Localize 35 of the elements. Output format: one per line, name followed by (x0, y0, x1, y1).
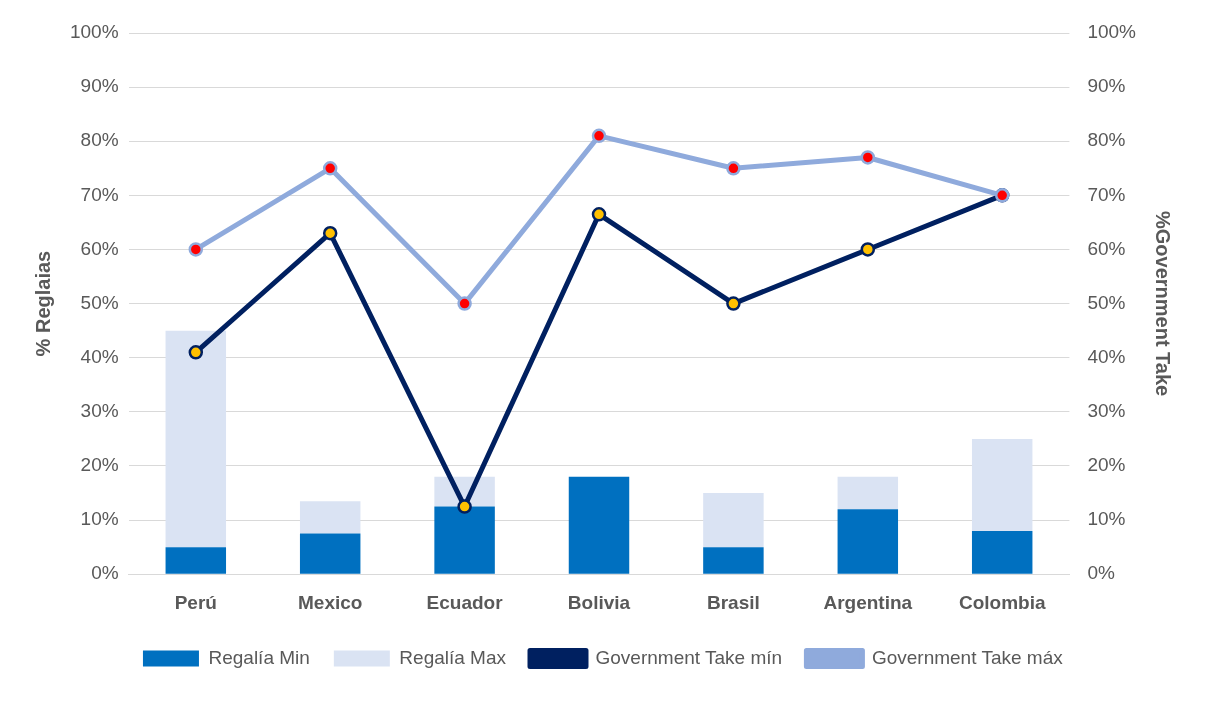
y-tick-label: 20% (80, 454, 119, 476)
legend-label: Regalía Max (399, 646, 507, 668)
y2-tick-label: 90% (1087, 75, 1126, 97)
y-tick-label: 50% (80, 291, 119, 313)
y2-tick-label: 60% (1087, 237, 1126, 259)
y2-tick-label: 10% (1087, 508, 1126, 530)
y-tick-label: 90% (80, 75, 119, 97)
x-tick-label: Brasil (707, 591, 760, 613)
x-tick-label: Colombia (958, 591, 1046, 613)
y-tick-label: 0% (91, 562, 119, 584)
y2-tick-label: 80% (1087, 129, 1126, 151)
y2-tick-label: 40% (1087, 345, 1126, 367)
y-axis-title: % Reglaias (31, 250, 54, 357)
legend-label: Government Take máx (871, 646, 1064, 668)
x-tick-label: Bolivia (567, 591, 631, 613)
y2-tick-label: 20% (1087, 454, 1126, 476)
y2-tick-label: 50% (1087, 291, 1126, 313)
y-tick-label: 30% (80, 400, 119, 422)
y-tick-label: 100% (69, 21, 119, 43)
x-tick-label: Perú (174, 591, 217, 613)
y-tick-label: 60% (80, 237, 119, 259)
y2-tick-label: 0% (1087, 562, 1115, 584)
y2-tick-label: 70% (1087, 183, 1126, 205)
y2-tick-label: 100% (1087, 21, 1137, 43)
legend-label: Regalía Min (208, 646, 310, 668)
legend-label: Government Take mín (595, 646, 783, 668)
y-tick-label: 70% (80, 183, 119, 205)
y-tick-label: 40% (80, 345, 119, 367)
y2-tick-label: 30% (1087, 400, 1126, 422)
y-tick-label: 80% (80, 129, 119, 151)
y-tick-label: 10% (80, 508, 119, 530)
x-tick-label: Mexico (297, 591, 363, 613)
x-tick-label: Argentina (823, 591, 913, 613)
x-tick-label: Ecuador (426, 591, 504, 613)
y2-axis-title: %Government Take (1152, 210, 1175, 397)
